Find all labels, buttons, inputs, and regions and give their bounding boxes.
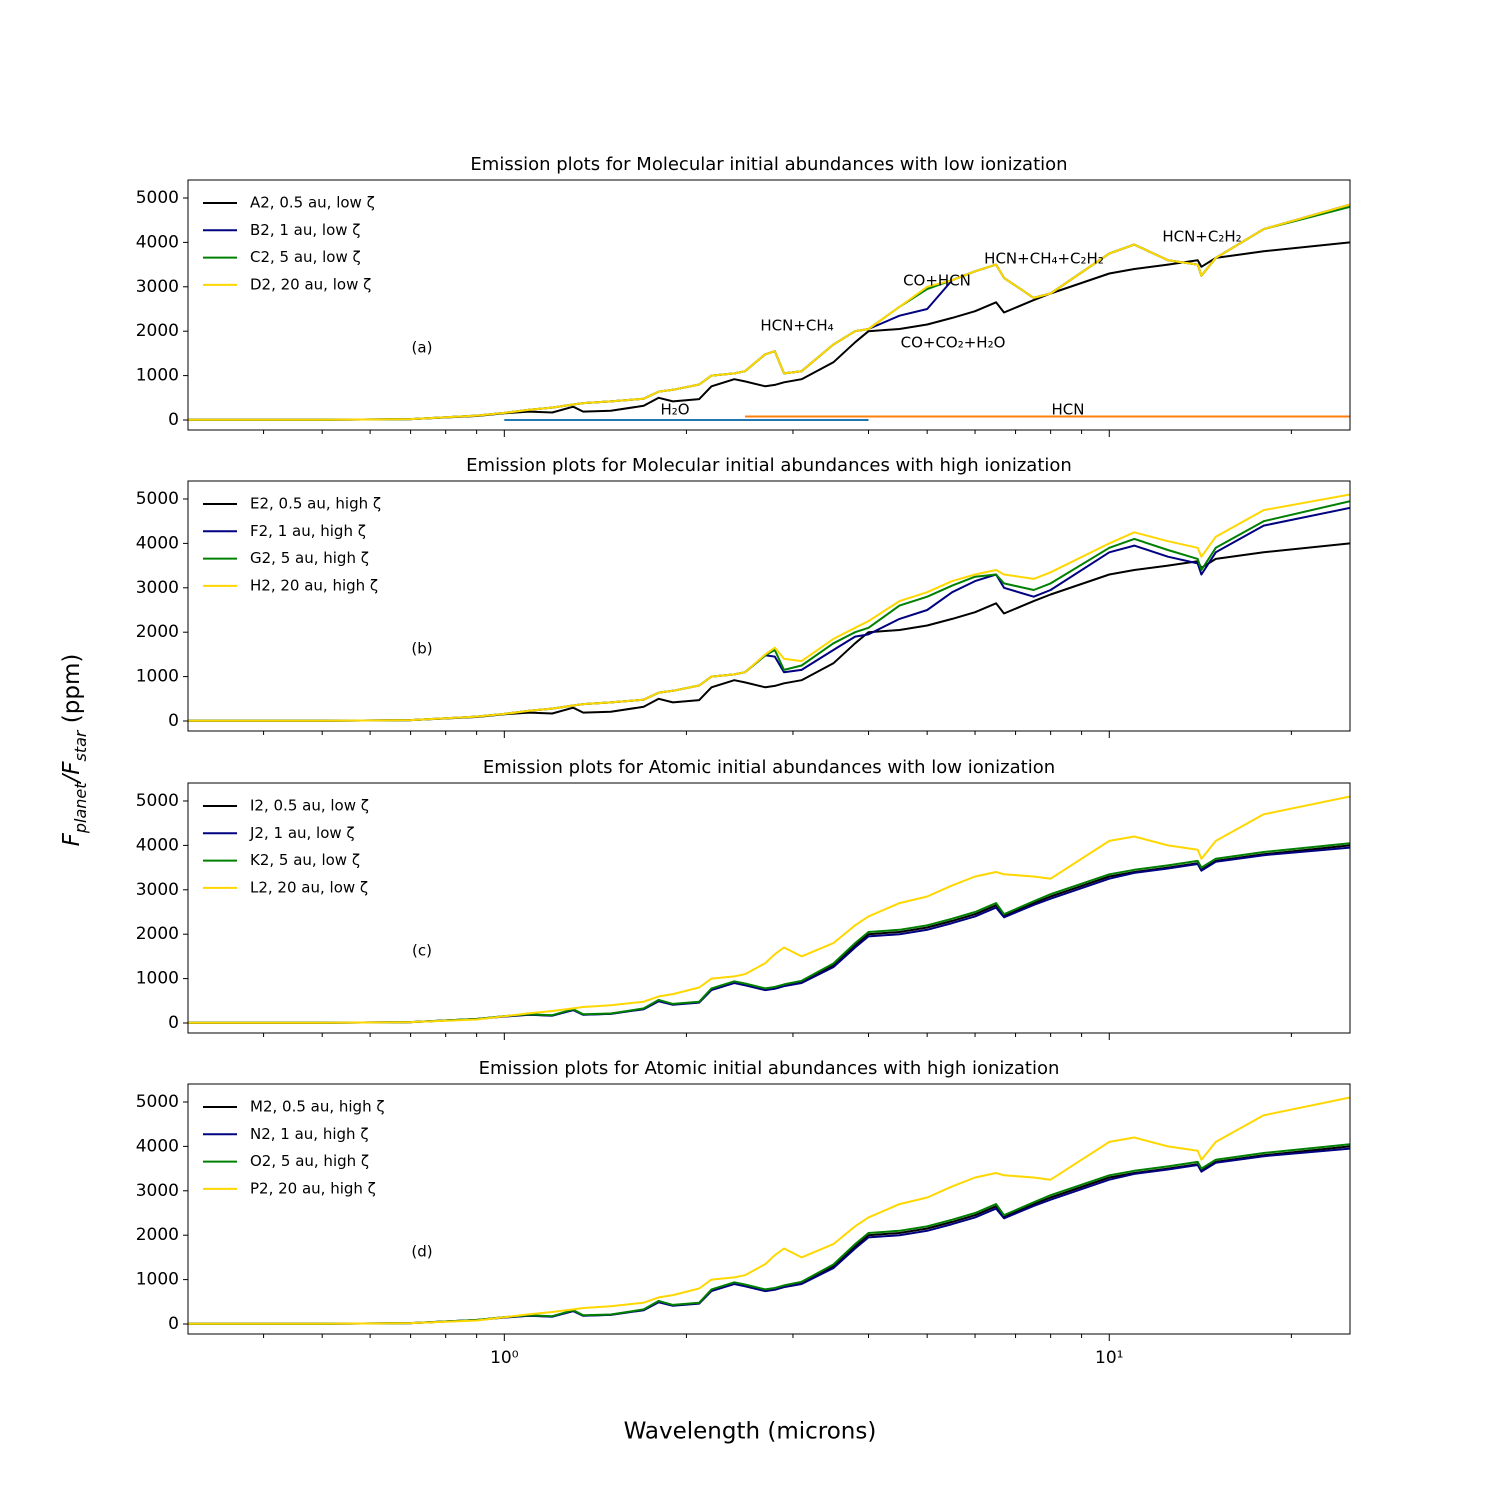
y-label-part: planet bbox=[71, 782, 90, 834]
panel-title: Emission plots for Molecular initial abu… bbox=[466, 455, 1072, 476]
series-line bbox=[188, 844, 1350, 1024]
annotation: HCN+CH₄ bbox=[760, 317, 833, 335]
legend-label: G2, 5 au, high ζ bbox=[250, 549, 369, 567]
span-label: HCN bbox=[1052, 401, 1085, 419]
y-tick-label: 0 bbox=[168, 1013, 179, 1033]
panel-label: (b) bbox=[411, 640, 432, 658]
y-tick-label: 2000 bbox=[136, 321, 179, 341]
legend-label: N2, 1 au, high ζ bbox=[250, 1125, 368, 1143]
legend-label: B2, 1 au, low ζ bbox=[250, 221, 360, 239]
span-label: H₂O bbox=[660, 401, 689, 419]
y-tick-label: 1000 bbox=[136, 366, 179, 386]
y-tick-label: 5000 bbox=[136, 791, 179, 811]
y-tick-label: 0 bbox=[168, 410, 179, 430]
plot-frame bbox=[187, 782, 1351, 1034]
y-tick-label: 5000 bbox=[136, 489, 179, 509]
plot-frame bbox=[187, 179, 1351, 431]
panel-label: (d) bbox=[411, 1243, 432, 1261]
y-axis-label: Fplanet/Fstar (ppm) bbox=[59, 654, 91, 847]
series-line bbox=[188, 1147, 1350, 1325]
legend-label: K2, 5 au, low ζ bbox=[250, 851, 360, 869]
panel-title: Emission plots for Atomic initial abunda… bbox=[483, 757, 1055, 778]
series-line bbox=[188, 241, 1350, 421]
y-tick-label: 4000 bbox=[136, 1136, 179, 1156]
y-label-part: F bbox=[59, 832, 85, 846]
legend-label: J2, 1 au, low ζ bbox=[249, 824, 355, 842]
series-line bbox=[188, 846, 1350, 1024]
series-line bbox=[188, 842, 1350, 1024]
y-tick-label: 0 bbox=[168, 1314, 179, 1334]
y-tick-label: 3000 bbox=[136, 578, 179, 598]
annotation: CO+HCN bbox=[903, 272, 971, 290]
x-axis-label: Wavelength (microns) bbox=[624, 1419, 877, 1445]
legend-label: O2, 5 au, high ζ bbox=[250, 1152, 369, 1170]
y-tick-label: 4000 bbox=[136, 232, 179, 252]
series-line bbox=[188, 1143, 1350, 1325]
legend-label: M2, 0.5 au, high ζ bbox=[250, 1098, 385, 1116]
y-tick-label: 1000 bbox=[136, 1270, 179, 1290]
y-tick-label: 5000 bbox=[136, 1092, 179, 1112]
series-line bbox=[188, 506, 1350, 722]
y-tick-label: 1000 bbox=[136, 969, 179, 989]
panel-title: Emission plots for Atomic initial abunda… bbox=[479, 1058, 1060, 1079]
x-tick-label: 10⁰ bbox=[490, 1348, 519, 1368]
y-tick-label: 3000 bbox=[136, 1181, 179, 1201]
legend-label: D2, 20 au, low ζ bbox=[250, 275, 371, 293]
series-line bbox=[188, 795, 1350, 1024]
legend-label: F2, 1 au, high ζ bbox=[250, 522, 366, 540]
legend-label: A2, 0.5 au, low ζ bbox=[250, 194, 375, 212]
series-line bbox=[188, 542, 1350, 722]
y-tick-label: 0 bbox=[168, 711, 179, 731]
panel-label: (c) bbox=[412, 942, 432, 960]
panel-label: (a) bbox=[412, 339, 433, 357]
plot-frame bbox=[187, 480, 1351, 732]
y-label-part: (ppm) bbox=[59, 654, 85, 731]
legend-label: L2, 20 au, low ζ bbox=[250, 878, 368, 896]
y-label-part: star bbox=[71, 729, 90, 761]
y-tick-label: 4000 bbox=[136, 533, 179, 553]
legend-label: E2, 0.5 au, high ζ bbox=[250, 495, 381, 513]
annotation: CO+CO₂+H₂O bbox=[901, 334, 1006, 352]
series-line bbox=[188, 1145, 1350, 1325]
legend-label: H2, 20 au, high ζ bbox=[250, 576, 378, 594]
legend-label: P2, 20 au, high ζ bbox=[250, 1179, 376, 1197]
plot-frame bbox=[187, 1083, 1351, 1335]
panel-title: Emission plots for Molecular initial abu… bbox=[470, 154, 1067, 175]
series-line bbox=[188, 493, 1350, 722]
series-line bbox=[188, 203, 1350, 421]
y-tick-label: 4000 bbox=[136, 835, 179, 855]
y-tick-label: 3000 bbox=[136, 277, 179, 297]
annotation: HCN+C₂H₂ bbox=[1162, 228, 1241, 246]
y-tick-label: 1000 bbox=[136, 667, 179, 687]
y-tick-label: 2000 bbox=[136, 622, 179, 642]
annotation: HCN+CH₄+C₂H₂ bbox=[984, 250, 1104, 268]
y-tick-label: 3000 bbox=[136, 880, 179, 900]
y-tick-label: 2000 bbox=[136, 1225, 179, 1245]
y-tick-label: 2000 bbox=[136, 924, 179, 944]
series-line bbox=[188, 1096, 1350, 1325]
legend-label: C2, 5 au, low ζ bbox=[250, 248, 361, 266]
y-label-part: /F bbox=[59, 761, 85, 785]
y-tick-label: 5000 bbox=[136, 188, 179, 208]
x-tick-label: 10¹ bbox=[1095, 1348, 1123, 1368]
legend-label: I2, 0.5 au, low ζ bbox=[250, 797, 369, 815]
